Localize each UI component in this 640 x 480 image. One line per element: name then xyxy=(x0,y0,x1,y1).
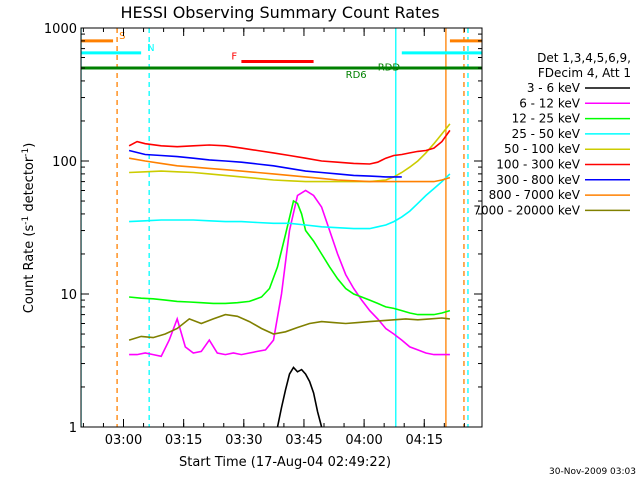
series-line-6 xyxy=(128,149,402,178)
legend-header-line-1: Det 1,3,4,5,6,9, xyxy=(537,51,631,65)
flag-label-2: F xyxy=(231,51,237,62)
x-tick-label-3: 03:45 xyxy=(285,433,322,448)
y-tick-label-2: 10 xyxy=(60,288,77,303)
legend-label-6: 300 - 800 keV xyxy=(496,173,580,187)
plot-area: S N F RD6 RDD xyxy=(81,28,482,427)
x-tick-label-2: 03:30 xyxy=(225,433,262,448)
legend-label-8: 7000 - 20000 keV xyxy=(473,203,580,217)
legend-label-4: 50 - 100 keV xyxy=(504,142,581,156)
series-line-8 xyxy=(128,313,450,341)
legend-label-7: 800 - 7000 keV xyxy=(489,188,581,202)
axes: 1000 100 10 1 03:00 03:15 03:30 03:45 04:00 04:15 xyxy=(44,22,482,448)
series-line-2 xyxy=(129,199,451,316)
legend-label-0: 3 - 6 keV xyxy=(527,81,581,95)
y-axis-label-end: ) xyxy=(22,143,37,148)
y-axis-label-sup2: -1 xyxy=(21,148,31,157)
chart-title: HESSI Observing Summary Count Rates xyxy=(120,3,439,22)
series-line-4 xyxy=(129,123,451,183)
x-tick-label-5: 04:15 xyxy=(406,433,443,448)
y-tick-label-1: 100 xyxy=(52,155,77,170)
footer-date: 30-Nov-2009 03:03 xyxy=(549,467,636,477)
annotation-1: RDD xyxy=(378,62,401,73)
legend-label-1: 6 - 12 keV xyxy=(519,96,581,110)
legend-header-line-2: FDecim 4, Att 1 xyxy=(538,66,631,80)
y-axis-label: Count Rate (s-1 detector-1) xyxy=(21,143,37,314)
x-axis-label: Start Time (17-Aug-04 02:49:22) xyxy=(179,455,391,470)
legend-label-3: 25 - 50 keV xyxy=(512,127,581,141)
series-line-5 xyxy=(128,129,451,165)
legend-label-5: 100 - 300 keV xyxy=(496,158,580,172)
y-axis-label-base: Count Rate (s xyxy=(22,225,37,314)
y-axis-label-sup1: -1 xyxy=(21,216,31,225)
series-line-1 xyxy=(129,189,450,358)
x-tick-label-1: 03:15 xyxy=(165,433,202,448)
flag-label-1: N xyxy=(147,43,154,54)
y-tick-label-3: 1 xyxy=(69,421,77,436)
series-line-0 xyxy=(276,366,323,427)
legend-label-2: 12 - 25 keV xyxy=(512,112,581,126)
y-axis-label-mid: detector xyxy=(22,156,37,216)
x-tick-label-0: 03:00 xyxy=(105,433,142,448)
x-tick-label-4: 04:00 xyxy=(345,433,382,448)
y-tick-label-0: 1000 xyxy=(44,22,77,37)
annotation-0: RD6 xyxy=(346,70,367,81)
series-line-3 xyxy=(129,173,451,230)
legend: Det 1,3,4,5,6,9, FDecim 4, Att 1 3 - 6 k… xyxy=(473,51,631,217)
flag-label-0: S xyxy=(119,31,125,42)
plot-content xyxy=(81,28,482,427)
series-line-7 xyxy=(128,157,451,183)
plot-frame xyxy=(80,27,483,428)
